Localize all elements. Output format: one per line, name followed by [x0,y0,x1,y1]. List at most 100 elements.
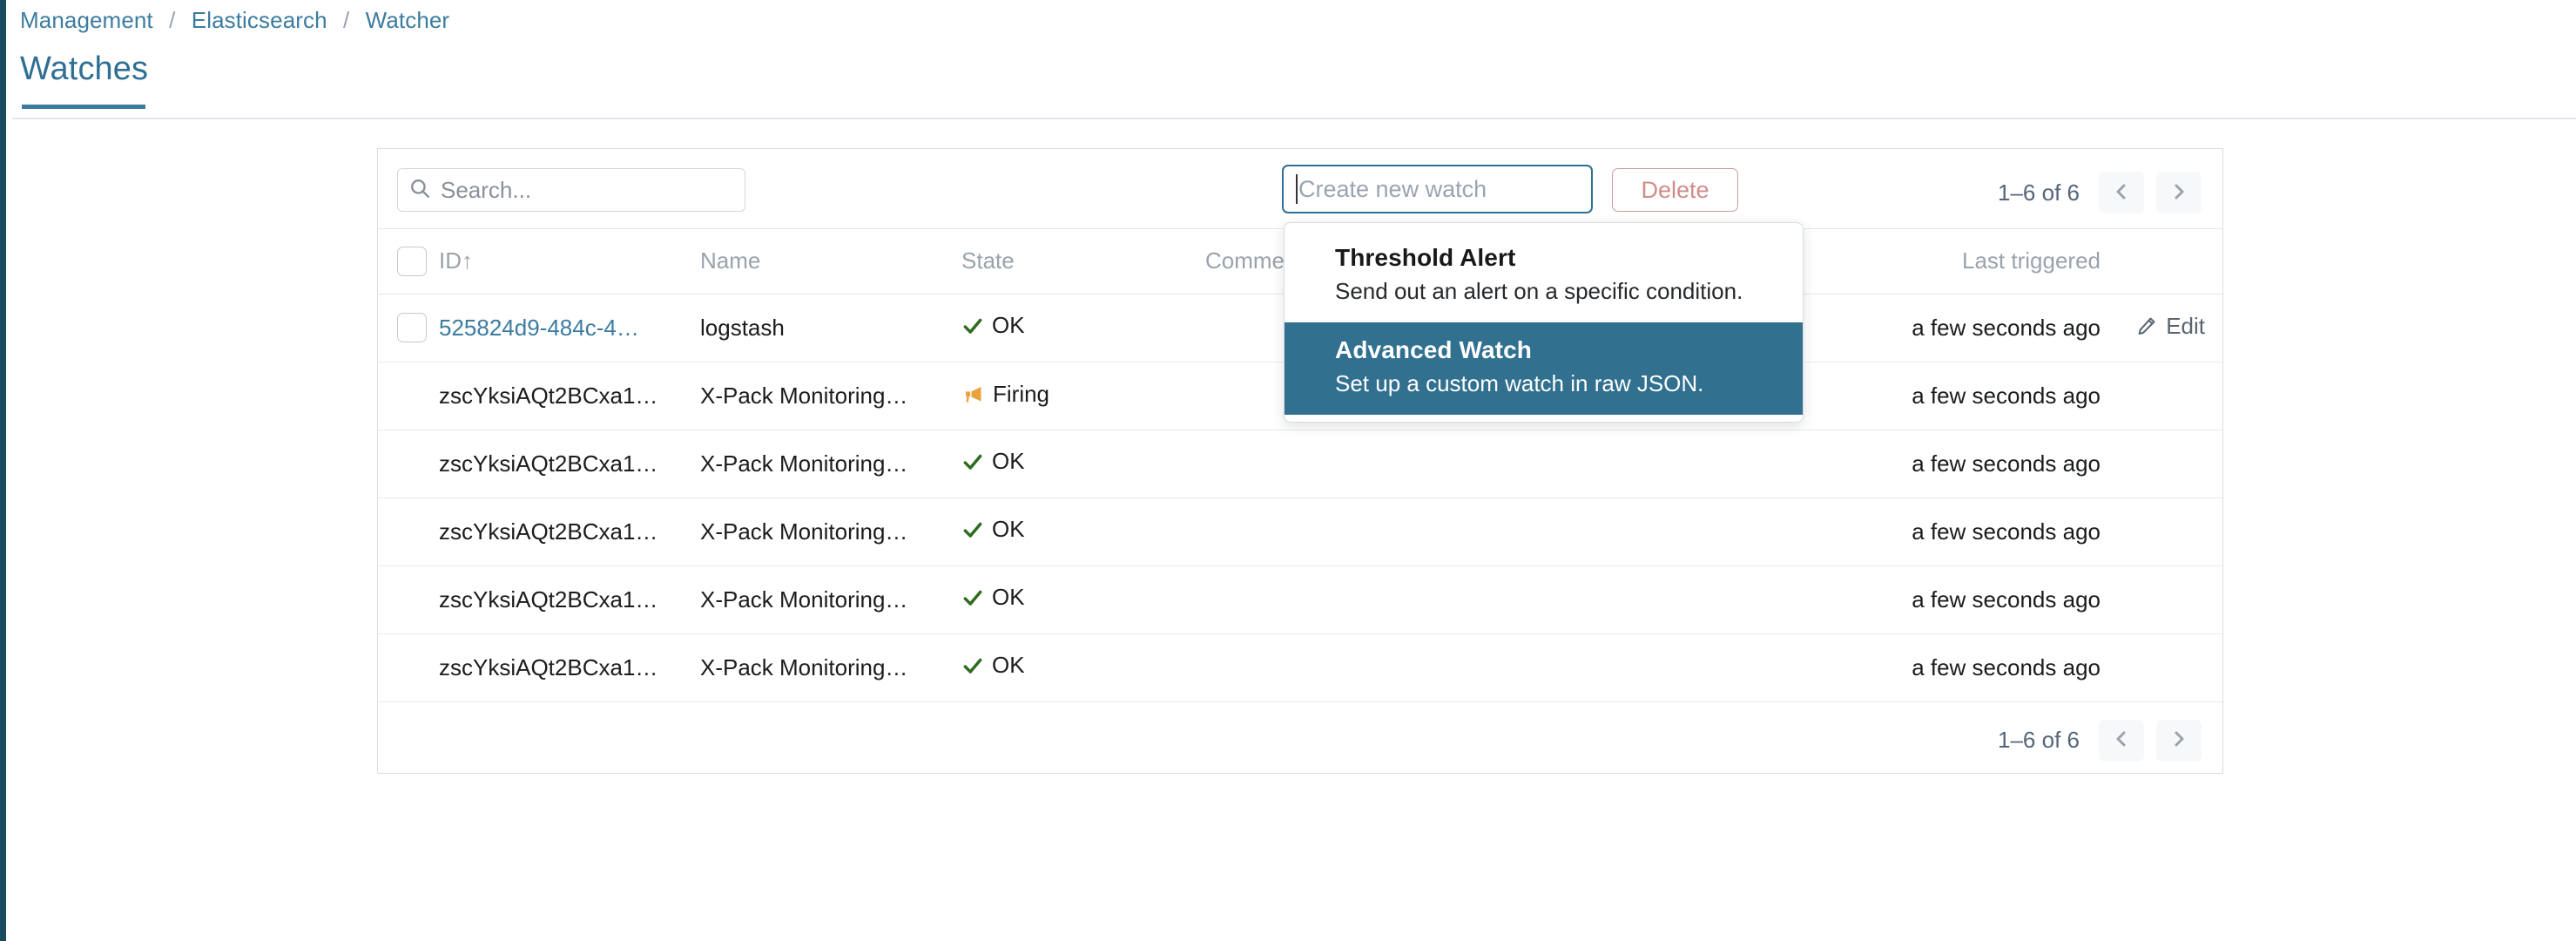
dropdown-option-subtitle: Send out an alert on a specific conditio… [1335,278,1743,304]
watch-id-text: zscYksiAQt2BCxa1… [439,653,658,680]
cell-id: zscYksiAQt2BCxa1… [439,498,700,566]
pencil-icon [2136,315,2157,336]
table-row[interactable]: zscYksiAQt2BCxa1… X-Pack Monitoring… OK a f… [378,498,2224,566]
cell-name: X-Pack Monitoring… [700,430,961,498]
cell-id[interactable]: 525824d9-484c-4… [439,294,700,362]
row-select-cell [378,430,439,498]
search-icon [408,177,431,204]
status-badge: OK [961,516,1025,543]
cell-last-triggered: a few seconds ago [1745,294,2120,362]
select-all-checkbox[interactable] [397,246,427,276]
cell-state: Firing [961,362,1205,430]
cell-last-triggered: a few seconds ago [1745,430,2120,498]
cell-state: OK [961,565,1205,634]
breadcrumb: Management / Elasticsearch / Watcher [20,7,449,34]
breadcrumb-item-elasticsearch[interactable]: Elasticsearch [191,7,327,33]
pagination-prev-button[interactable] [2099,172,2144,213]
dropdown-option-threshold-alert[interactable]: Threshold Alert Send out an alert on a s… [1285,230,1803,322]
pagination-prev-button[interactable] [2099,719,2144,762]
status-badge-label: OK [992,448,1025,475]
cell-last-triggered: a few seconds ago [1745,498,2120,566]
cell-comment [1205,565,1745,634]
table-row[interactable]: zscYksiAQt2BCxa1… X-Pack Monitoring… OK a f… [378,565,2224,634]
column-header-last-triggered[interactable]: Last triggered [1745,229,2120,294]
breadcrumb-separator: / [343,7,350,33]
status-badge-label: OK [992,312,1025,339]
row-select-cell[interactable] [378,294,439,362]
cell-comment [1205,430,1745,498]
status-badge: OK [961,448,1025,475]
cell-state: OK [961,633,1205,702]
dropdown-option-advanced-watch[interactable]: Advanced Watch Set up a custom watch in … [1285,322,1803,415]
create-watch-dropdown: Threshold Alert Send out an alert on a s… [1284,222,1804,423]
table-row[interactable]: zscYksiAQt2BCxa1… X-Pack Monitoring… OK a f… [378,633,2224,702]
column-header-name[interactable]: Name [700,229,961,294]
column-header-id-label: ID [439,247,462,274]
chevron-left-icon [2111,728,2132,752]
status-badge-label: OK [992,516,1025,543]
edit-button-label: Edit [2166,312,2205,339]
cell-name: X-Pack Monitoring… [700,565,961,634]
cell-actions [2120,633,2224,702]
check-icon [961,518,984,541]
edit-button[interactable]: Edit [2136,313,2205,340]
status-badge-label: OK [992,652,1025,679]
cell-actions[interactable]: Edit [2120,294,2224,362]
watch-id-text: zscYksiAQt2BCxa1… [439,450,658,477]
breadcrumb-item-watcher[interactable]: Watcher [365,7,450,33]
cell-id: zscYksiAQt2BCxa1… [439,633,700,702]
cell-comment [1205,498,1745,566]
pagination-count: 1–6 of 6 [1998,179,2080,206]
chevron-left-icon [2111,181,2132,205]
check-icon [961,586,984,609]
watch-id-link[interactable]: 525824d9-484c-4… [439,314,639,341]
cell-actions [2120,498,2224,566]
dropdown-option-subtitle: Set up a custom watch in raw JSON. [1335,370,1704,396]
column-header-actions [2120,229,2224,294]
cell-name: X-Pack Monitoring… [700,362,961,430]
cell-last-triggered: a few seconds ago [1745,633,2120,702]
status-badge: Firing [961,381,1049,408]
create-new-watch-placeholder: Create new watch [1298,175,1487,202]
delete-button[interactable]: Delete [1612,168,1738,212]
row-select-cell [378,362,439,430]
search-input[interactable]: Search... [397,168,745,212]
cell-name: X-Pack Monitoring… [700,498,961,566]
pagination-count: 1–6 of 6 [1998,727,2080,753]
pagination-top: 1–6 of 6 [1998,172,2202,213]
cell-id: zscYksiAQt2BCxa1… [439,565,700,634]
cell-name: logstash [700,294,961,362]
cell-actions [2120,430,2224,498]
dropdown-option-title: Advanced Watch [1335,336,1532,363]
sort-ascending-icon: ↑ [462,247,473,274]
text-cursor-icon [1296,174,1298,204]
status-badge: OK [961,652,1025,679]
row-select-cell [378,565,439,634]
column-header-state[interactable]: State [961,229,1205,294]
cell-state: OK [961,430,1205,498]
table-toolbar: Search... Create new watch Delete 1–6 of… [378,149,2222,229]
check-icon [961,654,984,677]
table-row[interactable]: zscYksiAQt2BCxa1… X-Pack Monitoring… OK a f… [378,430,2224,498]
page-header: Management / Elasticsearch / Watcher Wat… [6,0,2576,120]
status-badge: OK [961,312,1025,339]
create-new-watch-input[interactable]: Create new watch [1282,165,1593,213]
row-select-checkbox[interactable] [397,313,427,342]
pagination-next-button[interactable] [2156,172,2202,213]
watch-id-text: zscYksiAQt2BCxa1… [439,382,658,409]
chevron-right-icon [2168,181,2189,205]
check-icon [961,315,984,337]
cell-actions [2120,565,2224,634]
cell-actions [2120,362,2224,430]
delete-button-label: Delete [1641,176,1709,203]
watch-id-text: zscYksiAQt2BCxa1… [439,586,658,613]
search-placeholder: Search... [441,176,532,203]
global-nav-rail [0,0,6,941]
pagination-next-button[interactable] [2156,719,2202,762]
cell-comment [1205,633,1745,702]
cell-id: zscYksiAQt2BCxa1… [439,362,700,430]
column-header-id[interactable]: ID↑ [439,229,700,294]
breadcrumb-item-management[interactable]: Management [20,7,153,33]
chevron-right-icon [2168,728,2189,752]
